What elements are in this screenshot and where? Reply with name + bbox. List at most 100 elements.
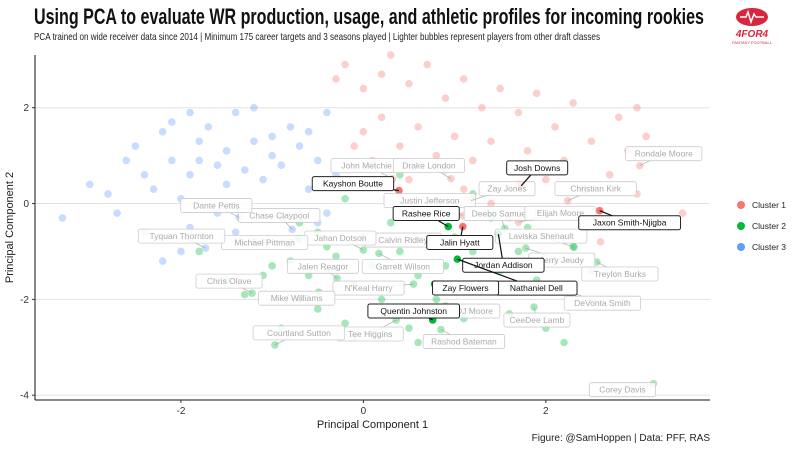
data-point-cluster1	[423, 60, 432, 69]
label-text: Calvin Ridley	[378, 235, 428, 245]
data-point-cluster2	[341, 194, 349, 203]
player-label: Garrett Wilson	[361, 258, 444, 274]
data-point-cluster1	[459, 185, 468, 193]
data-point-cluster3	[58, 214, 67, 222]
label-text: DeVonta Smith	[574, 298, 631, 308]
label-box	[422, 334, 506, 349]
player-label: Elijah Moore	[524, 205, 597, 221]
data-point-cluster3	[168, 156, 176, 165]
rookie-label: Josh Downs	[506, 160, 569, 176]
legend-label: Cluster 3	[752, 242, 786, 252]
y-tick-label: 0	[23, 199, 29, 210]
player-label: Corey Davis	[588, 382, 656, 398]
data-point-cluster3	[259, 175, 267, 184]
data-point-cluster2	[560, 338, 568, 347]
y-tick-label: -4	[20, 391, 29, 402]
data-point-cluster2	[195, 247, 203, 256]
legend-label: Cluster 2	[752, 221, 786, 231]
data-point-cluster3	[268, 151, 276, 160]
data-point-labeled	[359, 246, 368, 254]
data-point-cluster3	[304, 127, 313, 136]
data-point-cluster3	[186, 170, 194, 179]
chart-caption: Figure: @SamHoppen | Data: PFF, RAS	[531, 433, 710, 444]
player-label: Tee Higgins	[336, 326, 404, 342]
data-point-cluster1	[642, 132, 650, 141]
label-text: Drake London	[402, 161, 456, 171]
player-label: Michael Pittman	[220, 235, 309, 250]
label-text: Elijah Moore	[537, 208, 585, 218]
data-point-cluster3	[195, 137, 203, 146]
highlighted-rookie-point	[459, 222, 467, 231]
player-label: Mike Williams	[258, 290, 336, 306]
data-point-cluster2	[313, 305, 322, 313]
player-label: Courtland Sutton	[252, 325, 346, 341]
data-point-cluster2	[514, 247, 523, 256]
data-point-cluster3	[195, 156, 203, 165]
label-text: Jahan Dotson	[314, 233, 367, 243]
data-point-cluster1	[396, 142, 404, 150]
label-text: Jaxon Smith-Njigba	[593, 218, 667, 228]
label-box	[258, 290, 336, 306]
label-text: Deebo Samuel	[472, 208, 528, 218]
label-box	[286, 258, 359, 274]
rookie-label: Kayshon Boutte	[311, 176, 395, 192]
label-text: Michael Pittman	[234, 238, 295, 248]
label-text: Jalen Reagor	[298, 261, 349, 271]
label-text: Courtland Sutton	[267, 328, 331, 338]
data-point-labeled	[248, 289, 256, 297]
label-box	[195, 273, 263, 289]
label-text: John Metchie	[341, 161, 392, 171]
player-label: Chase Claypool	[238, 208, 321, 223]
label-box	[252, 325, 346, 341]
label-box	[367, 303, 461, 319]
data-point-cluster3	[222, 147, 231, 155]
rookie-label: Jaxon Smith-Njigba	[578, 215, 682, 231]
data-point-cluster3	[268, 132, 276, 141]
data-point-cluster2	[396, 247, 404, 256]
data-point-cluster3	[177, 247, 185, 256]
player-label: Chris Olave	[195, 273, 263, 289]
data-point-labeled	[447, 174, 455, 183]
data-point-cluster2	[405, 324, 413, 332]
chart-header: Using PCA to evaluate WR production, usa…	[34, 4, 704, 43]
data-point-cluster1	[377, 113, 386, 122]
data-point-cluster1	[678, 209, 687, 217]
data-point-cluster1	[350, 142, 359, 150]
data-point-cluster2	[332, 252, 340, 261]
player-label: Justin Jefferson	[383, 193, 477, 208]
label-text: Zay Flowers	[442, 283, 488, 293]
label-text: Josh Downs	[514, 163, 560, 173]
label-box	[392, 206, 460, 222]
label-box	[361, 258, 444, 274]
data-point-cluster3	[204, 123, 213, 131]
data-point-cluster3	[250, 137, 258, 146]
y-axis-title: Principal Component 2	[4, 172, 16, 283]
data-point-cluster1	[441, 94, 450, 102]
label-box	[494, 228, 588, 244]
player-label: DJ Moore	[448, 303, 501, 319]
label-box	[392, 158, 465, 174]
data-point-cluster3	[286, 123, 295, 131]
data-point-cluster3	[85, 180, 94, 189]
data-point-cluster3	[122, 156, 131, 165]
player-label: Jalen Reagor	[286, 258, 359, 274]
label-text: CeeDee Lamb	[510, 315, 565, 325]
data-point-cluster3	[222, 180, 231, 189]
svg-text:4FOR4: 4FOR4	[735, 29, 769, 40]
data-point-cluster3	[158, 127, 167, 136]
label-text: Zay Jones	[487, 184, 526, 194]
player-label: CeeDee Lamb	[503, 312, 571, 328]
data-point-cluster3	[186, 108, 194, 117]
label-box	[554, 181, 637, 197]
x-tick-label: 0	[361, 406, 367, 417]
data-point-cluster1	[332, 75, 340, 83]
label-text: Garrett Wilson	[376, 261, 431, 271]
data-point-cluster1	[551, 123, 559, 131]
data-point-cluster3	[149, 185, 158, 193]
data-point-cluster3	[240, 166, 249, 174]
data-point-cluster2	[240, 290, 249, 299]
data-point-cluster1	[469, 156, 477, 165]
svg-text:FANTASY FOOTBALL: FANTASY FOOTBALL	[732, 40, 773, 45]
data-point-cluster2	[268, 262, 276, 270]
label-box	[588, 382, 656, 398]
